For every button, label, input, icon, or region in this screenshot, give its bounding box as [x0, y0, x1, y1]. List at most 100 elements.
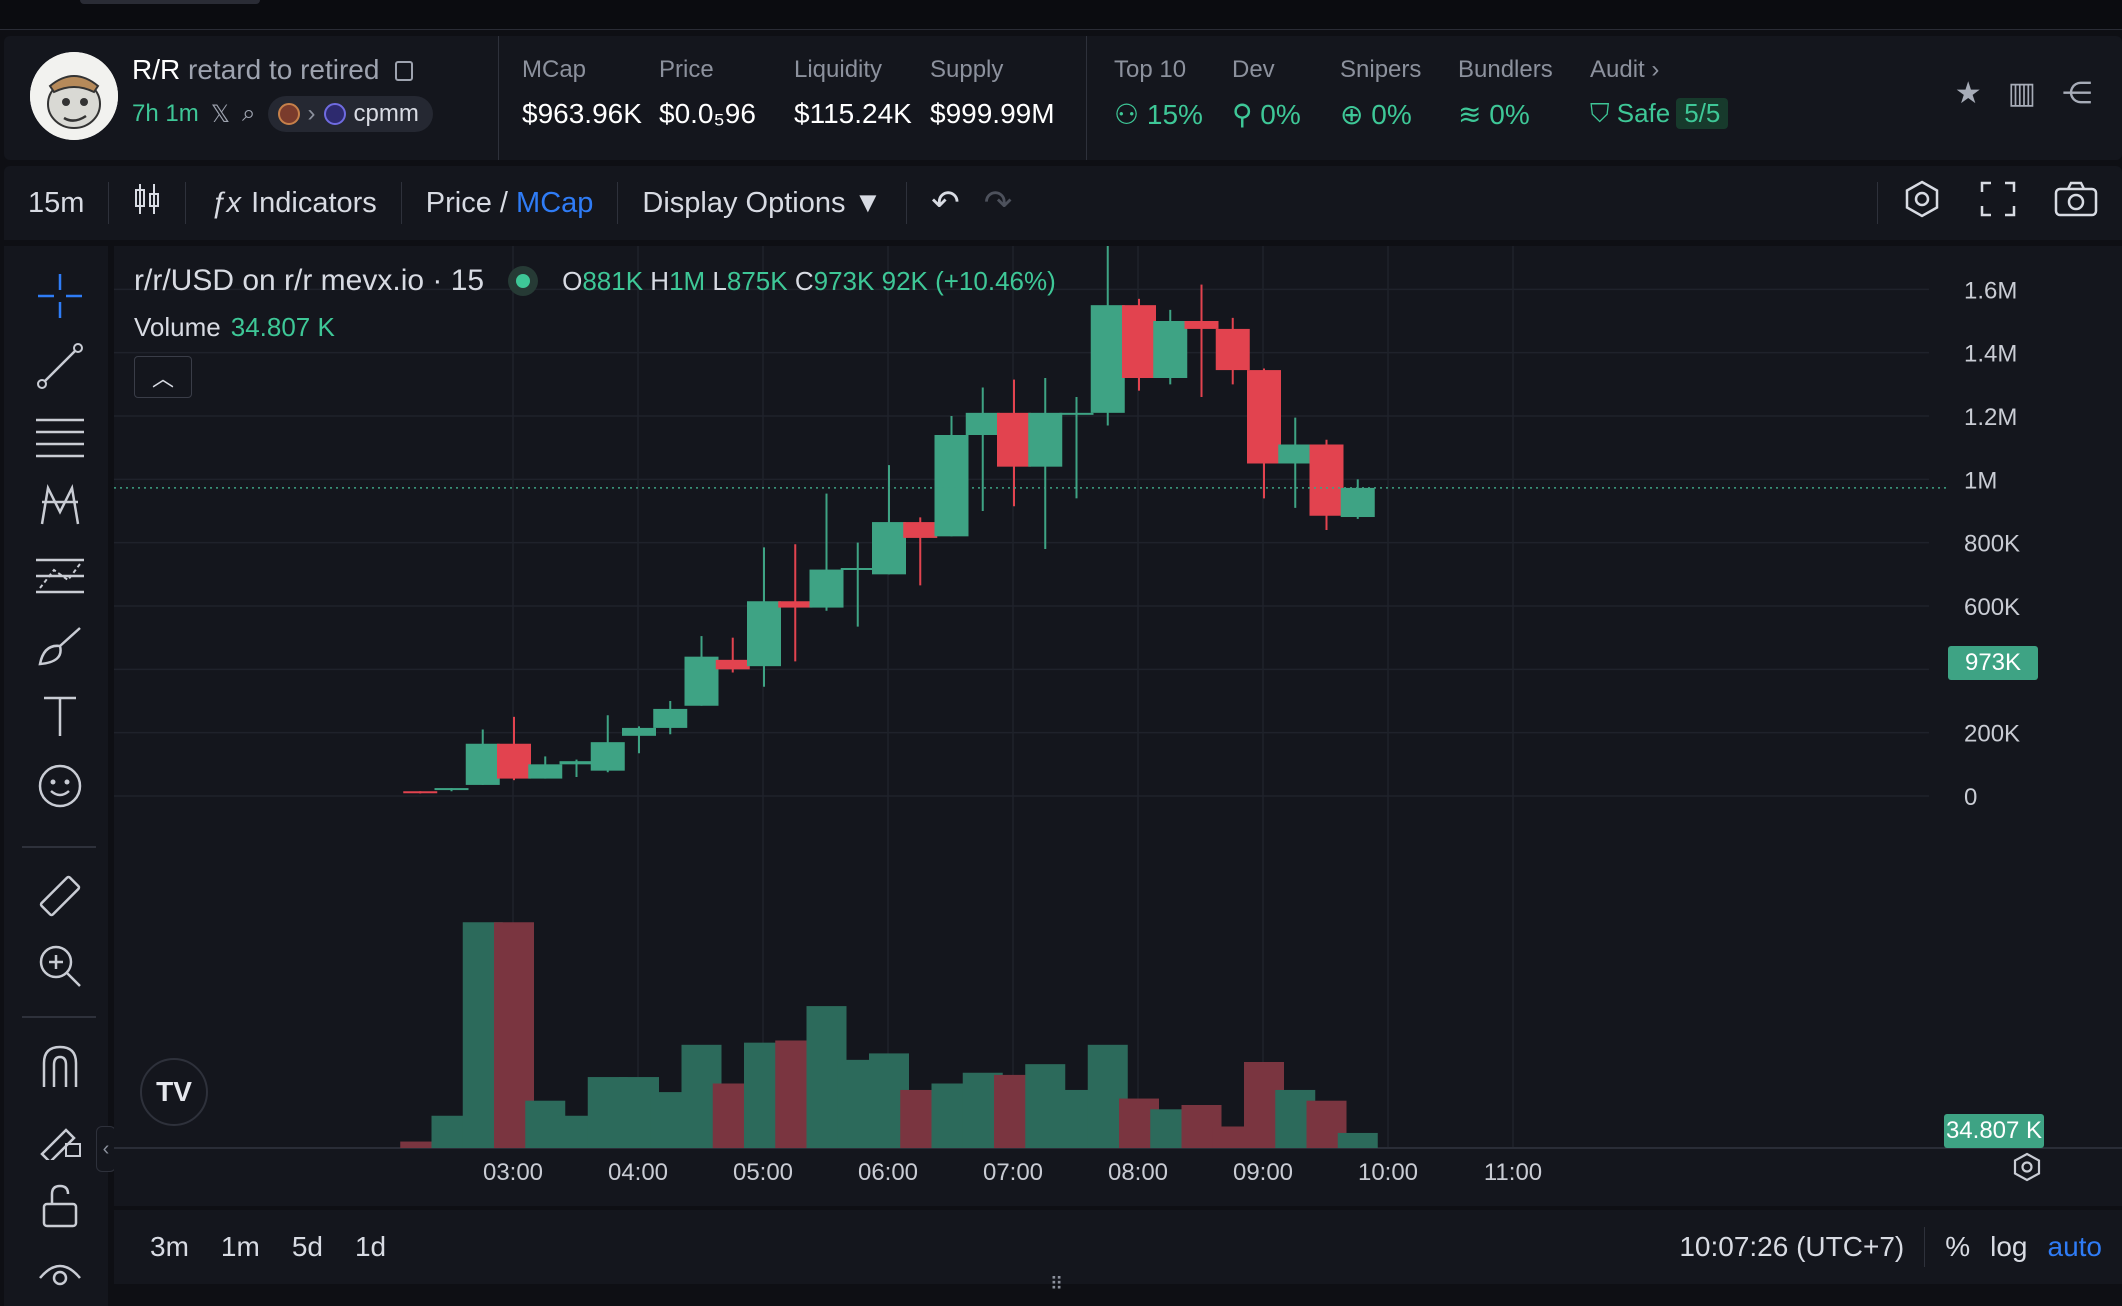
volume-label: Volume: [134, 312, 221, 342]
forecast-tool-icon[interactable]: [34, 550, 86, 602]
candle-body: [590, 742, 625, 771]
redo-icon[interactable]: ↷: [983, 184, 1013, 222]
candle-body: [1028, 412, 1063, 467]
chart-pane[interactable]: 1.8M1.6M1.4M1.2M1M800K600K400K200K003:00…: [114, 246, 2122, 1206]
stat-supply-value: $999.99M: [930, 98, 1055, 129]
low-label: L: [712, 265, 727, 296]
interval-selector[interactable]: 15m: [28, 186, 85, 219]
candle-body: [684, 656, 719, 706]
search-icon[interactable]: ⌕: [242, 100, 256, 127]
range-5d[interactable]: 5d: [291, 1231, 323, 1262]
token-avatar[interactable]: [30, 52, 118, 140]
fib-retracement-tool-icon[interactable]: [34, 410, 86, 462]
pattern-tool-icon[interactable]: [34, 480, 86, 532]
candle-body: [403, 791, 438, 794]
y-tick-label: 1.2M: [1964, 404, 2017, 431]
y-tick-label: 200K: [1964, 721, 2020, 748]
eye-icon[interactable]: [34, 1248, 86, 1288]
stat-top10-label: Top 10: [1114, 56, 1187, 83]
log-scale-toggle[interactable]: log: [1990, 1231, 2028, 1262]
candle-body: [778, 601, 813, 608]
crosshair-tool-icon[interactable]: [34, 270, 86, 322]
percent-scale-toggle[interactable]: %: [1945, 1231, 1971, 1262]
candle-body: [1153, 321, 1188, 378]
undo-icon[interactable]: ↶: [931, 184, 960, 222]
candle-body: [1184, 321, 1219, 329]
high-value: 1M: [669, 265, 706, 296]
fullscreen-icon[interactable]: [1966, 181, 2030, 225]
candlestick-chart[interactable]: 1.8M1.6M1.4M1.2M1M800K600K400K200K003:00…: [114, 246, 2122, 1206]
pool-pill[interactable]: › cpmm: [267, 96, 433, 132]
candle-body: [622, 727, 656, 736]
open-value: 881K: [582, 265, 644, 296]
stat-top10-value: 15%: [1146, 99, 1203, 130]
zoom-in-icon[interactable]: [34, 940, 86, 992]
stat-audit[interactable]: Audit › ⛉ Safe 5/5: [1590, 56, 1729, 130]
toolbar-right-group: [1877, 166, 2122, 240]
x-social-icon[interactable]: 𝕏: [210, 100, 231, 128]
candle-body: [997, 412, 1031, 467]
copy-icon[interactable]: [395, 61, 414, 81]
stat-liquidity-label: Liquidity: [794, 56, 883, 83]
header-actions: ★ ▥ ⋲: [1955, 76, 2092, 111]
candle-body: [934, 435, 969, 537]
candle-body: [1215, 328, 1250, 371]
candle-body: [715, 659, 750, 670]
stat-price: Price $0.0₅96: [659, 56, 756, 130]
sidebar-collapse-button[interactable]: ‹: [96, 1126, 116, 1172]
symbol-title[interactable]: r/r/USD on r/r mevx.io · 15: [134, 264, 485, 297]
ruler-tool-icon[interactable]: [34, 870, 86, 922]
candle-body: [1278, 444, 1313, 464]
stat-snipers[interactable]: Snipers ⊕ 0%: [1340, 56, 1421, 131]
range-1m[interactable]: 1m: [220, 1231, 260, 1262]
compare-chart-icon[interactable]: ▥: [2007, 77, 2036, 110]
trend-line-tool-icon[interactable]: [34, 340, 86, 392]
stat-dev[interactable]: Dev ⚲ 0%: [1232, 56, 1301, 131]
stat-mcap-label: MCap: [522, 56, 587, 83]
settings-icon[interactable]: [1878, 179, 1966, 227]
lock-drawings-icon[interactable]: [34, 1110, 86, 1162]
candles-icon[interactable]: [109, 182, 185, 224]
stat-price-value: $0.0₅96: [659, 98, 756, 129]
y-tick-label: 1M: [1964, 467, 1997, 494]
auto-scale-toggle[interactable]: auto: [2047, 1231, 2103, 1262]
display-options-dropdown[interactable]: Display Options ▼: [642, 186, 883, 219]
stat-price-label: Price: [659, 56, 714, 83]
text-tool-icon[interactable]: [34, 690, 86, 742]
unlock-icon[interactable]: [34, 1180, 86, 1232]
tools-divider: [22, 1016, 96, 1018]
range-1d[interactable]: 1d: [354, 1231, 387, 1262]
header-divider: [1086, 36, 1087, 160]
resize-grip-icon[interactable]: ⠿: [1050, 1274, 1064, 1294]
brush-tool-icon[interactable]: [34, 620, 86, 672]
fx-icon: ƒx: [210, 186, 242, 219]
camera-icon[interactable]: [2030, 181, 2122, 225]
price-mcap-toggle[interactable]: Price / MCap: [402, 187, 618, 220]
range-3m[interactable]: 3m: [150, 1231, 189, 1262]
tab-nub: [80, 0, 260, 4]
stat-supply-label: Supply: [930, 56, 1004, 83]
candle-body: [465, 743, 500, 785]
magnet-icon[interactable]: [34, 1040, 86, 1092]
legend-collapse-button[interactable]: ︿: [134, 356, 192, 398]
toolbar-divider: [1877, 182, 1878, 224]
chart-toolbar: 15m ƒx Indicators Price / MCap Display Op…: [4, 166, 2122, 240]
star-icon[interactable]: ★: [1954, 77, 1982, 110]
candle-body: [559, 761, 594, 765]
token-symbol: R/R: [132, 54, 181, 85]
timezone-clock[interactable]: 10:07:26 (UTC+7): [1679, 1231, 1905, 1262]
indicators-button[interactable]: ƒx Indicators: [186, 187, 400, 220]
audit-score-badge: 5/5: [1676, 98, 1729, 129]
raydium-coin-icon: [323, 103, 346, 125]
range-buttons: 3m 1m 5d 1d: [134, 1231, 402, 1263]
user-icon: ⚲: [1232, 99, 1261, 130]
emoji-tool-icon[interactable]: [34, 760, 86, 812]
close-value: 973K: [813, 265, 875, 296]
share-icon[interactable]: ⋲: [2062, 77, 2092, 110]
volume-bar: [1212, 1126, 1253, 1148]
toolbar-divider: [108, 182, 110, 224]
stat-bundlers[interactable]: Bundlers ≋ 0%: [1458, 56, 1553, 131]
tradingview-logo[interactable]: TV: [140, 1058, 208, 1126]
stat-supply: Supply $999.99M: [930, 56, 1055, 130]
stat-top10[interactable]: Top 10 ⚇ 15%: [1114, 56, 1203, 131]
